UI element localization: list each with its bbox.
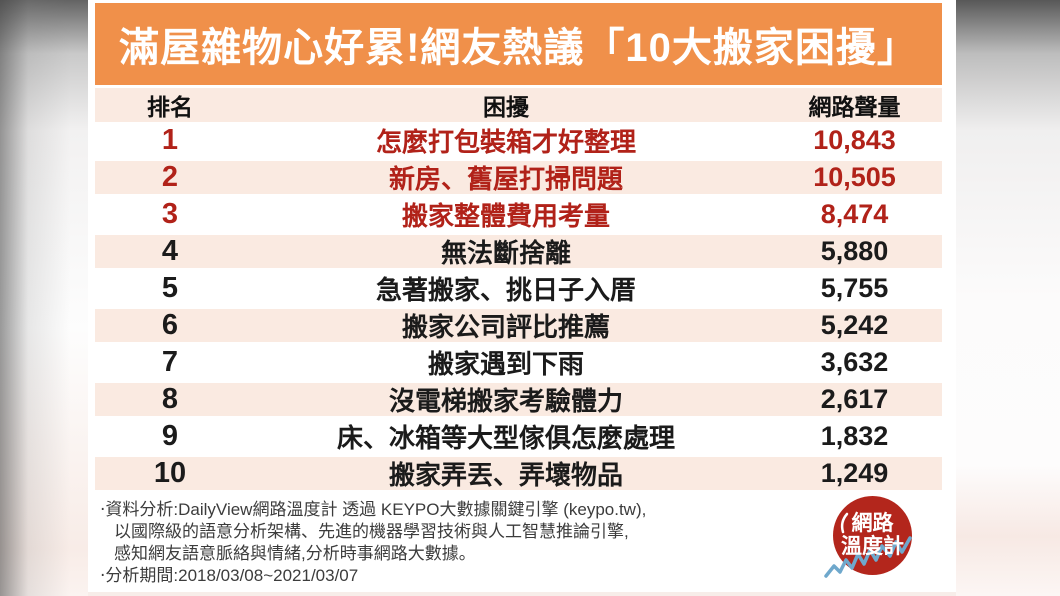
cell-topic: 新房、舊屋打掃問題 <box>388 164 623 194</box>
cell-rank: 7 <box>161 346 179 378</box>
footnote-line: 感知網友語意脈絡與情緒,分析時事網路大數據。 <box>114 544 476 563</box>
cell-volume: 8,474 <box>820 199 889 229</box>
footnote-line: 以國際級的語意分析架構、先進的機器學習技術與人工智慧推論引擎, <box>114 522 629 541</box>
table-row: 8 沒電梯搬家考驗體力 2,617 <box>95 381 942 418</box>
cell-volume: 5,242 <box>820 310 889 340</box>
table-row: 9 床、冰箱等大型傢俱怎麼處理 1,832 <box>95 418 942 455</box>
cell-topic: 搬家公司評比推薦 <box>401 312 610 342</box>
cell-topic: 無法斷捨離 <box>440 238 571 268</box>
table-row: 3 搬家整體費用考量 8,474 <box>95 196 942 233</box>
cell-volume: 2,617 <box>820 384 889 414</box>
table-row: 10 搬家弄丟、弄壞物品 1,249 <box>95 455 942 492</box>
page-title: 滿屋雜物心好累!網友熱議「10大搬家困擾」 <box>119 26 918 70</box>
footnote-line: ‧資料分析:DailyView網路溫度計 透過 KEYPO大數據關鍵引擎 (ke… <box>100 500 647 519</box>
cell-topic: 搬家弄丟、弄壞物品 <box>388 460 623 490</box>
cell-rank: 2 <box>161 161 179 193</box>
cell-topic: 急著搬家、挑日子入厝 <box>375 275 636 305</box>
cell-volume: 10,505 <box>813 162 896 192</box>
table-header-row: 排名 困擾 網路聲量 <box>95 88 942 122</box>
table-row: 5 急著搬家、挑日子入厝 5,755 <box>95 270 942 307</box>
cell-volume: 1,249 <box>820 458 889 488</box>
cell-volume: 5,755 <box>820 273 889 303</box>
left-edge-gradient <box>0 0 88 596</box>
cell-topic: 搬家整體費用考量 <box>401 201 610 231</box>
dailyview-logo: 網路 溫度計 <box>824 496 912 578</box>
footnote-line: ‧分析期間:2018/03/08~2021/03/07 <box>100 566 359 585</box>
table-row: 7 搬家遇到下雨 3,632 <box>95 344 942 381</box>
cell-rank: 10 <box>153 457 187 489</box>
cell-topic: 怎麼打包裝箱才好整理 <box>375 127 636 157</box>
cell-rank: 1 <box>161 124 179 156</box>
cell-rank: 4 <box>161 235 179 267</box>
ranking-table: 排名 困擾 網路聲量 1 怎麼打包裝箱才好整理 10,843 2 新房、舊屋打掃問題 10… <box>95 88 942 492</box>
table-row: 4 無法斷捨離 5,880 <box>95 233 942 270</box>
table-row: 2 新房、舊屋打掃問題 10,505 <box>95 159 942 196</box>
column-header-rank: 排名 <box>147 94 193 120</box>
cell-topic: 搬家遇到下雨 <box>427 349 584 379</box>
column-header-volume: 網路聲量 <box>808 94 901 120</box>
logo-text-top: 網路 <box>851 512 894 536</box>
right-edge-gradient <box>956 0 1060 596</box>
column-header-topic: 困擾 <box>483 94 529 120</box>
logo-text-bottom: 溫度計 <box>841 534 904 558</box>
cell-topic: 沒電梯搬家考驗體力 <box>388 386 623 416</box>
cell-rank: 6 <box>161 309 179 341</box>
cell-volume: 3,632 <box>820 347 889 377</box>
cell-rank: 3 <box>161 198 179 230</box>
cell-volume: 5,880 <box>820 236 889 266</box>
cell-volume: 1,832 <box>820 421 889 451</box>
infographic-card: 滿屋雜物心好累!網友熱議「10大搬家困擾」 排名 困擾 網路聲量 1 怎麼打包裝箱… <box>88 0 956 592</box>
cell-volume: 10,843 <box>813 125 896 155</box>
cell-rank: 8 <box>161 383 179 415</box>
logo-swoosh-icon <box>840 512 849 534</box>
table-body: 1 怎麼打包裝箱才好整理 10,843 2 新房、舊屋打掃問題 10,505 3 搬家整體費用… <box>95 122 942 492</box>
table-row: 1 怎麼打包裝箱才好整理 10,843 <box>95 122 942 159</box>
source-footnote: ‧資料分析:DailyView網路溫度計 透過 KEYPO大數據關鍵引擎 (ke… <box>95 499 942 587</box>
cell-topic: 床、冰箱等大型傢俱怎麼處理 <box>336 423 675 453</box>
title-banner: 滿屋雜物心好累!網友熱議「10大搬家困擾」 <box>95 3 942 85</box>
table-row: 6 搬家公司評比推薦 5,242 <box>95 307 942 344</box>
temperature-zigzag-icon <box>824 536 912 578</box>
cell-rank: 5 <box>161 272 179 304</box>
cell-rank: 9 <box>161 420 179 452</box>
